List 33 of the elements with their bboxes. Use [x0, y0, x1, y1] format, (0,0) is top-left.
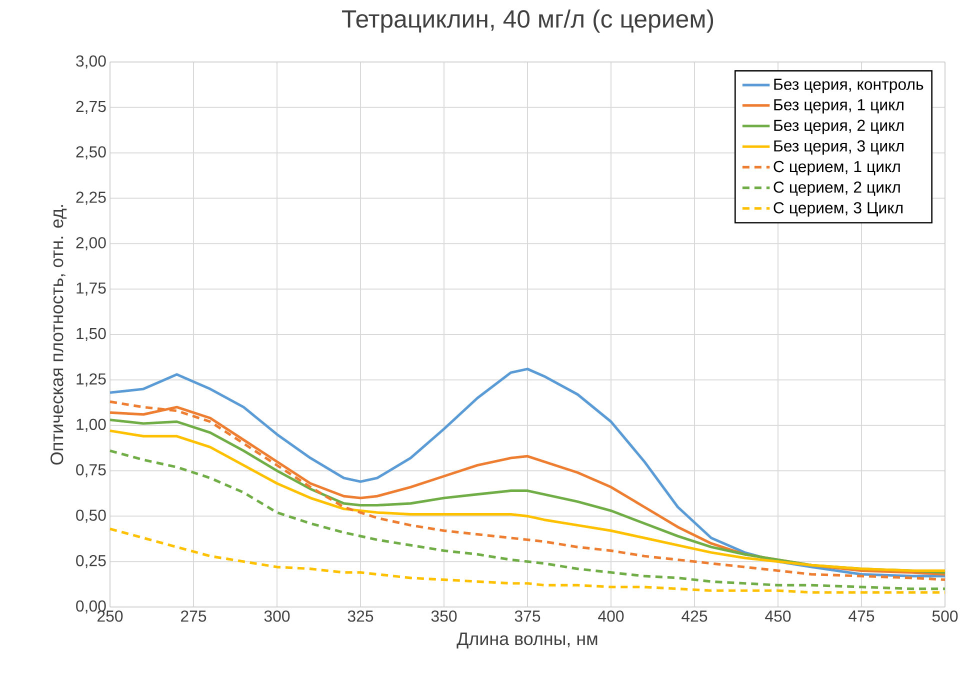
- y-tick-label: 1,75: [76, 282, 106, 296]
- y-tick-label: 1,00: [76, 418, 106, 432]
- y-tick-label: 0,75: [76, 464, 106, 478]
- y-tick-label: 2,50: [76, 146, 106, 160]
- x-tick-label: 375: [514, 610, 540, 622]
- x-tick-label: 300: [264, 610, 290, 622]
- legend-label: Без церия, 3 цикл: [774, 140, 904, 155]
- x-tick-label: 325: [348, 610, 374, 622]
- legend-label: С церием, 3 Цикл: [774, 202, 903, 217]
- y-tick-label: 0,25: [76, 554, 106, 568]
- x-tick-label: 475: [848, 610, 874, 622]
- legend-label: Без церия, 2 цикл: [774, 120, 904, 134]
- legend-label: Без церия, контроль: [774, 78, 924, 94]
- y-tick-label: 2,00: [76, 237, 106, 250]
- legend-label: Без церия, 1 цикл: [774, 99, 904, 114]
- legend-label: С церием, 2 цикл: [774, 182, 900, 196]
- x-tick-label: 425: [682, 610, 708, 622]
- x-tick-label: 450: [765, 610, 791, 622]
- y-tick-label: 1,50: [76, 328, 106, 342]
- y-tick-label: 3,00: [76, 55, 106, 69]
- x-tick-label: 275: [181, 610, 206, 622]
- x-tick-label: 350: [431, 610, 457, 622]
- y-axis-title: Оптическая плотность, отн. ед.: [50, 205, 67, 465]
- x-tick-label: 500: [932, 610, 958, 622]
- y-tick-label: 2,75: [76, 100, 106, 114]
- chart-title: Тетрациклин, 40 мг/л (с церием): [342, 10, 714, 33]
- x-axis-title: Длина волны, нм: [456, 632, 598, 649]
- y-tick-label: 1,25: [76, 373, 106, 386]
- y-tick-label: 0,50: [76, 510, 106, 523]
- line-series: [108, 368, 946, 578]
- x-tick-label: 400: [598, 610, 624, 622]
- legend-label: С церием, 1 цикл: [774, 160, 900, 176]
- y-tick-label: 2,25: [76, 192, 106, 205]
